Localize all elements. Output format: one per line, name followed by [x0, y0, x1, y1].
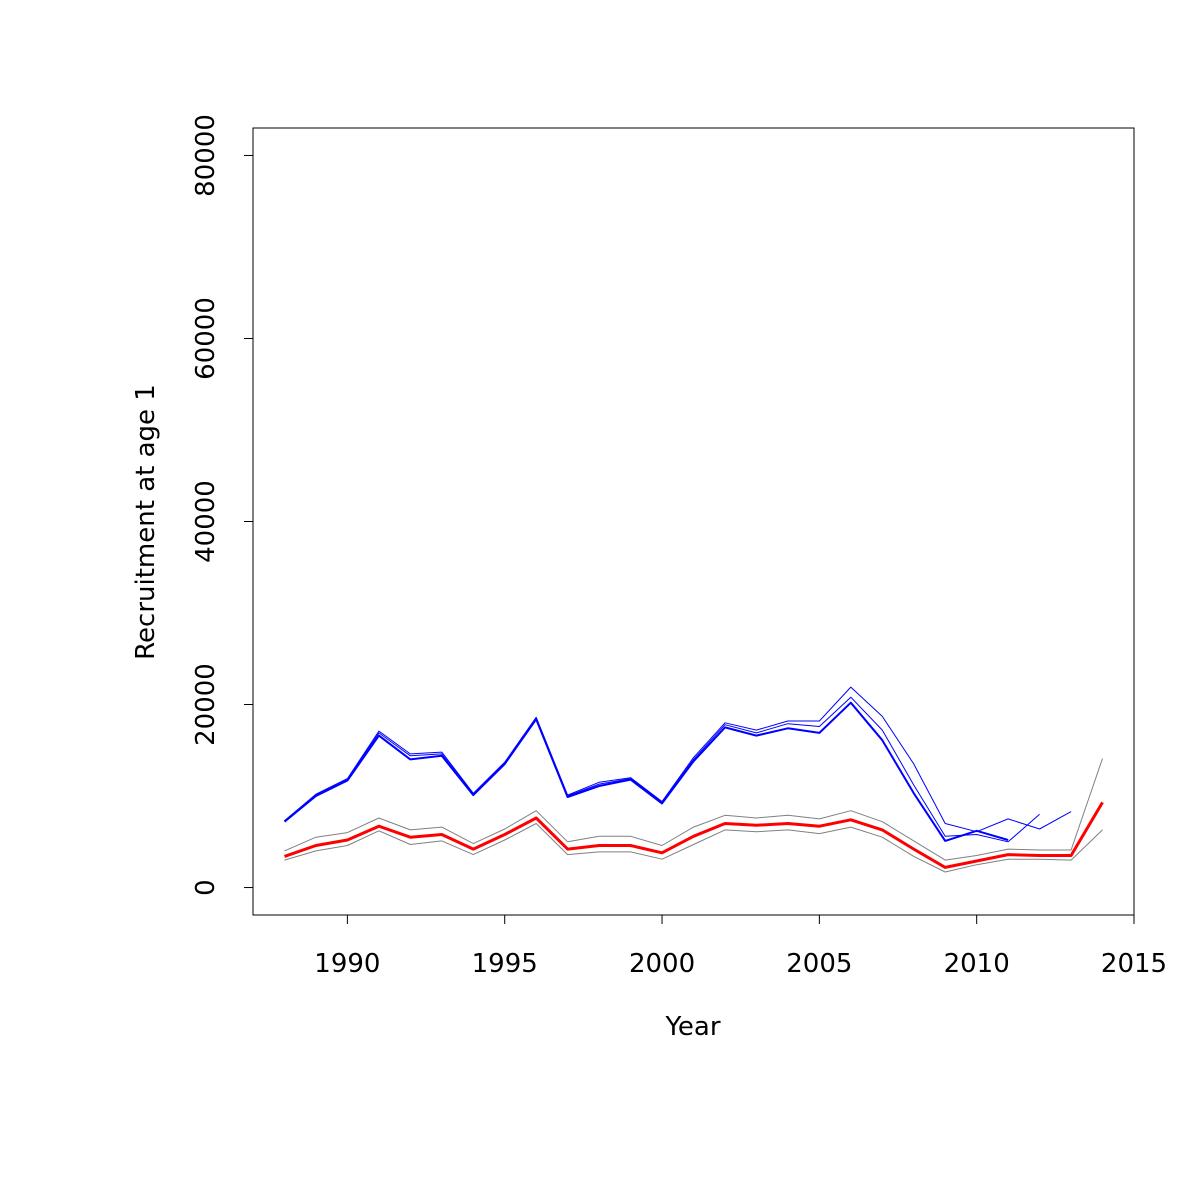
series-line-6 — [284, 801, 1104, 869]
y-tick-label: 60000 — [191, 297, 221, 380]
y-tick-label: 80000 — [191, 114, 221, 197]
y-axis: 0 20000 40000 60000 80000 — [191, 114, 254, 896]
y-axis-label: Recruitment at age 1 — [131, 384, 161, 660]
series-line-1 — [284, 686, 1072, 833]
x-tick-label: 2000 — [629, 949, 695, 979]
series-line-3 — [283, 701, 1009, 842]
series-line-2 — [284, 696, 1040, 843]
series-line-4 — [284, 758, 1103, 861]
y-tick-label: 20000 — [191, 663, 221, 746]
x-tick-label: 2015 — [1101, 949, 1167, 979]
x-tick-label: 2010 — [944, 949, 1010, 979]
x-axis-label: Year — [664, 1012, 720, 1042]
x-axis: 1990 1995 2000 2005 2010 2015 — [314, 914, 1167, 979]
series-layer — [283, 686, 1104, 873]
x-tick-label: 1995 — [472, 949, 538, 979]
y-tick-label: 0 — [191, 879, 221, 896]
x-tick-label: 1990 — [314, 949, 380, 979]
x-tick-label: 2005 — [786, 949, 852, 979]
plot-frame — [252, 127, 1135, 916]
y-tick-label: 40000 — [191, 480, 221, 563]
series-line-5 — [284, 823, 1103, 873]
